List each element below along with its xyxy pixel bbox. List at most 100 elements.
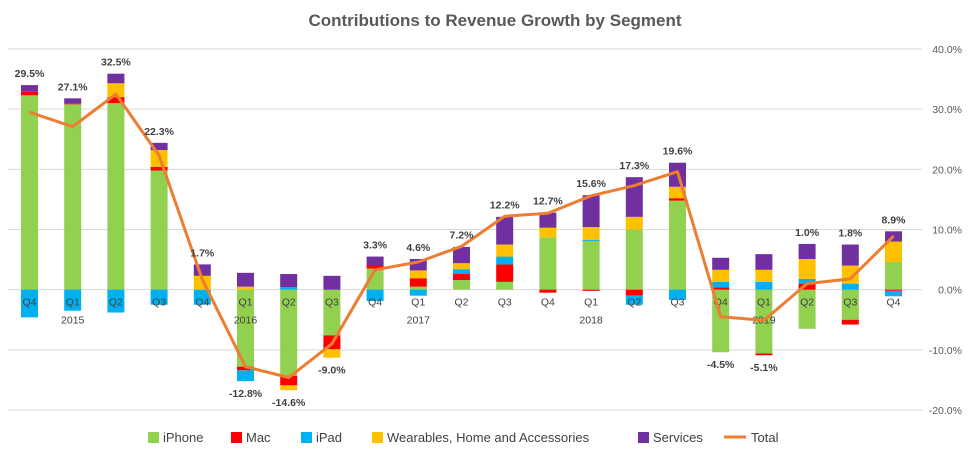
legend-item: iPhone bbox=[148, 430, 203, 445]
bar-segment-iphone bbox=[21, 95, 38, 290]
bar-segment-services bbox=[107, 73, 125, 84]
bar-segment-mac bbox=[669, 198, 686, 201]
y-tick-label: 20.0% bbox=[932, 164, 962, 176]
bar-segment-mac bbox=[539, 289, 557, 293]
bar-segment-services bbox=[409, 258, 427, 271]
year-label: 2018 bbox=[579, 315, 603, 327]
bar-segment-mac bbox=[366, 264, 384, 269]
bar-segment-iphone bbox=[669, 200, 686, 290]
x-axis-year-labels: 2015 2016 2017 2018 2019 bbox=[61, 315, 776, 327]
bar-segment-services bbox=[539, 212, 557, 228]
bar-segment-wearables-home-and-accessories bbox=[582, 227, 600, 240]
total-data-label: 22.3% bbox=[144, 126, 174, 138]
category-label: Q2 bbox=[800, 297, 814, 309]
bar-segment-services bbox=[366, 256, 384, 265]
y-tick-label: -10.0% bbox=[929, 345, 962, 357]
bar-segment-iphone bbox=[150, 170, 168, 290]
bar-segment-ipad bbox=[64, 289, 82, 311]
bar-segment-ipad bbox=[453, 269, 470, 275]
bar-segment-iphone bbox=[841, 289, 859, 320]
y-axis-tick-labels: 40.0% 30.0% 20.0% 10.0% 0.0% -10.0% -20.0% bbox=[929, 44, 962, 417]
category-label: Q2 bbox=[627, 297, 641, 309]
legend-swatch bbox=[148, 432, 159, 443]
total-data-label: 19.6% bbox=[663, 146, 693, 158]
bar-segment-ipad bbox=[625, 295, 643, 305]
total-line bbox=[29, 92, 895, 380]
bar-segment-mac bbox=[755, 353, 773, 356]
bar-segment-wearables-home-and-accessories bbox=[755, 269, 773, 282]
bar-segment-services bbox=[453, 246, 470, 264]
bar-segment-services bbox=[237, 272, 254, 287]
bar-segment-services bbox=[712, 257, 730, 270]
bar-segment-ipad bbox=[280, 287, 298, 290]
total-data-label: 3.3% bbox=[363, 240, 388, 252]
legend-swatch bbox=[231, 432, 242, 443]
total-series-line bbox=[29, 92, 895, 380]
bar-segment-mac bbox=[712, 287, 730, 290]
bar-segment-services bbox=[323, 275, 341, 290]
category-label: Q2 bbox=[282, 297, 296, 309]
bar-segment-services bbox=[841, 244, 859, 266]
bar-segment-wearables-home-and-accessories bbox=[669, 186, 686, 199]
total-data-label: 15.6% bbox=[576, 178, 606, 190]
total-data-label: 8.9% bbox=[882, 214, 907, 226]
bar-segment-ipad bbox=[755, 281, 773, 290]
y-tick-label: 0.0% bbox=[938, 285, 962, 297]
y-tick-label: 30.0% bbox=[932, 104, 962, 116]
total-data-label: -14.6% bbox=[272, 397, 306, 409]
y-tick-label: 40.0% bbox=[932, 44, 962, 56]
bar-segment-wearables-home-and-accessories bbox=[496, 244, 514, 257]
category-label: Q4 bbox=[22, 297, 36, 309]
bar-segment-ipad bbox=[193, 289, 211, 305]
category-label: Q3 bbox=[152, 297, 166, 309]
bar-segment-iphone bbox=[409, 286, 427, 290]
bar-segment-wearables-home-and-accessories bbox=[625, 216, 643, 230]
total-data-labels: 29.5% 27.1% 32.5% 22.3% 1.7% -12.8% -14.6% -9.0… bbox=[15, 57, 907, 409]
bar-segment-iphone bbox=[453, 280, 470, 290]
total-data-label: 12.7% bbox=[533, 196, 563, 208]
legend-item: Wearables, Home and Accessories bbox=[372, 430, 590, 445]
total-data-label: 1.7% bbox=[190, 247, 215, 259]
total-data-label: 4.6% bbox=[406, 242, 431, 254]
legend-label: Services bbox=[653, 430, 703, 445]
bar-segment-mac bbox=[280, 375, 298, 386]
legend-item: iPad bbox=[301, 430, 342, 445]
bar-segment-mac bbox=[107, 97, 125, 104]
bar-segment-mac bbox=[496, 264, 514, 282]
y-tick-label: -20.0% bbox=[929, 405, 962, 417]
bar-segment-iphone bbox=[323, 289, 341, 336]
category-label: Q1 bbox=[238, 297, 252, 309]
bar-segment-iphone bbox=[885, 261, 902, 290]
bar-segment-ipad bbox=[582, 239, 600, 241]
bar-segment-mac bbox=[409, 278, 427, 287]
bar-segment-services bbox=[64, 98, 82, 104]
bar-segment-ipad bbox=[841, 283, 859, 290]
bar-segment-services bbox=[496, 216, 514, 245]
total-data-label: 29.5% bbox=[15, 68, 45, 80]
category-label: Q1 bbox=[584, 297, 598, 309]
category-label: Q3 bbox=[670, 297, 684, 309]
category-label: Q4 bbox=[195, 297, 209, 309]
category-label: Q4 bbox=[368, 297, 382, 309]
y-tick-label: 10.0% bbox=[932, 225, 962, 237]
year-label: 2016 bbox=[234, 315, 258, 327]
bar-segment-mac bbox=[798, 283, 816, 290]
bar-segment-mac bbox=[453, 274, 470, 281]
total-data-label: -12.8% bbox=[229, 388, 263, 400]
bar-segment-iphone bbox=[280, 289, 298, 376]
bar-segment-services bbox=[280, 274, 298, 288]
bar-segment-wearables-home-and-accessories bbox=[453, 263, 470, 270]
bar-segment-ipad bbox=[669, 289, 686, 300]
bar-segment-wearables-home-and-accessories bbox=[885, 241, 902, 262]
bar-segment-iphone bbox=[107, 103, 125, 290]
category-label: Q2 bbox=[109, 297, 123, 309]
category-label: Q1 bbox=[66, 297, 80, 309]
legend-label: iPad bbox=[316, 430, 342, 445]
bar-segment-ipad bbox=[366, 289, 384, 302]
bar-segment-mac bbox=[237, 366, 254, 371]
bar-segment-wearables-home-and-accessories bbox=[107, 83, 125, 98]
total-data-label: 1.8% bbox=[838, 228, 863, 240]
bar-segment-ipad bbox=[107, 289, 125, 313]
bar-segment-services bbox=[150, 142, 168, 151]
